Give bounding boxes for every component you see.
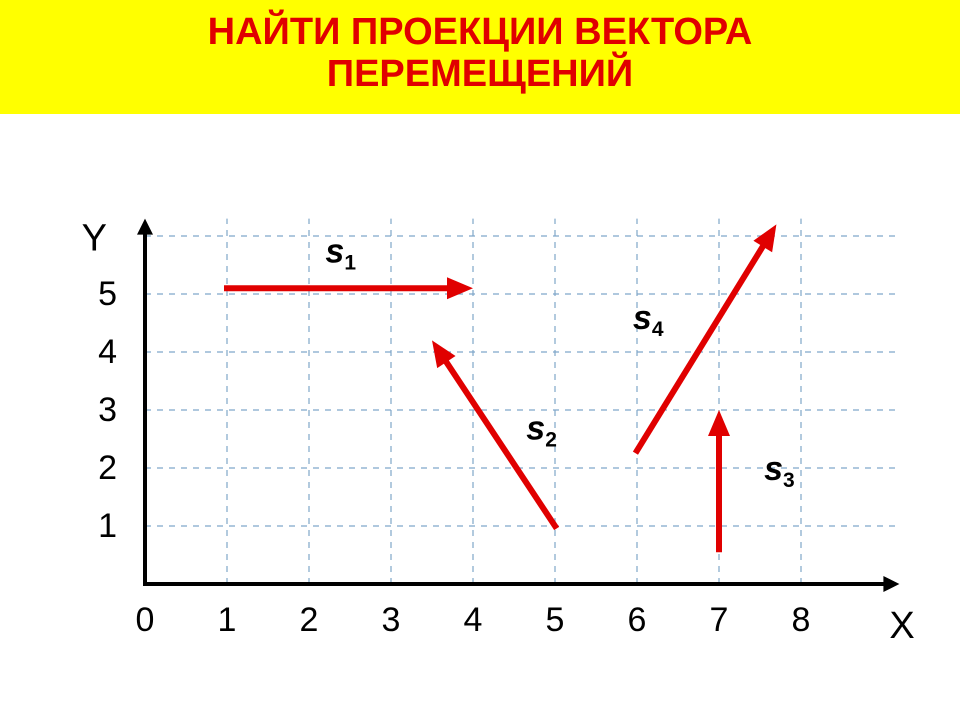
vector-s3 (708, 410, 730, 549)
title-line-1: НАЙТИ ПРОЕКЦИИ ВЕКТОРА (10, 12, 950, 54)
x-tick-label: 6 (628, 601, 647, 639)
vectors: s1 s2 s3 s4 (227, 224, 795, 549)
y-tick-label: 2 (98, 449, 117, 487)
vector-label-s2: s2 (526, 409, 557, 451)
title-line-2: ПЕРЕМЕЩЕНИЙ (10, 54, 950, 96)
y-axis-label: Y (82, 217, 107, 259)
x-tick-label: 1 (218, 601, 237, 639)
y-tick-label: 1 (98, 507, 117, 545)
vector-label-s1: s1 (325, 232, 356, 274)
vector-label-s4: s4 (633, 299, 664, 341)
y-tick-label: 4 (98, 333, 117, 371)
y-axis (137, 218, 153, 583)
x-tick-label: 7 (710, 601, 729, 639)
title-bar: НАЙТИ ПРОЕКЦИИ ВЕКТОРА ПЕРЕМЕЩЕНИЙ (0, 0, 960, 114)
x-tick-label: 2 (300, 601, 319, 639)
x-tick-label: 8 (792, 601, 811, 639)
vector-chart: 0 1 2 3 4 5 6 7 8 1 2 3 4 5 Y Xs1 s2 s3 s4 (0, 114, 960, 674)
x-tick-label: 0 (136, 601, 155, 639)
vector-label-s3: s3 (764, 449, 795, 491)
y-tick-label: 3 (98, 391, 117, 429)
vector-s1 (227, 277, 473, 299)
x-axis (145, 576, 899, 592)
x-tick-label: 4 (464, 601, 483, 639)
y-tick-label: 5 (98, 275, 117, 313)
grid (145, 218, 899, 583)
x-tick-label: 5 (546, 601, 565, 639)
chart-area: 0 1 2 3 4 5 6 7 8 1 2 3 4 5 Y Xs1 s2 s3 s4 (0, 114, 960, 674)
axes (137, 218, 899, 591)
x-axis-label: X (889, 605, 914, 647)
x-tick-label: 3 (382, 601, 401, 639)
